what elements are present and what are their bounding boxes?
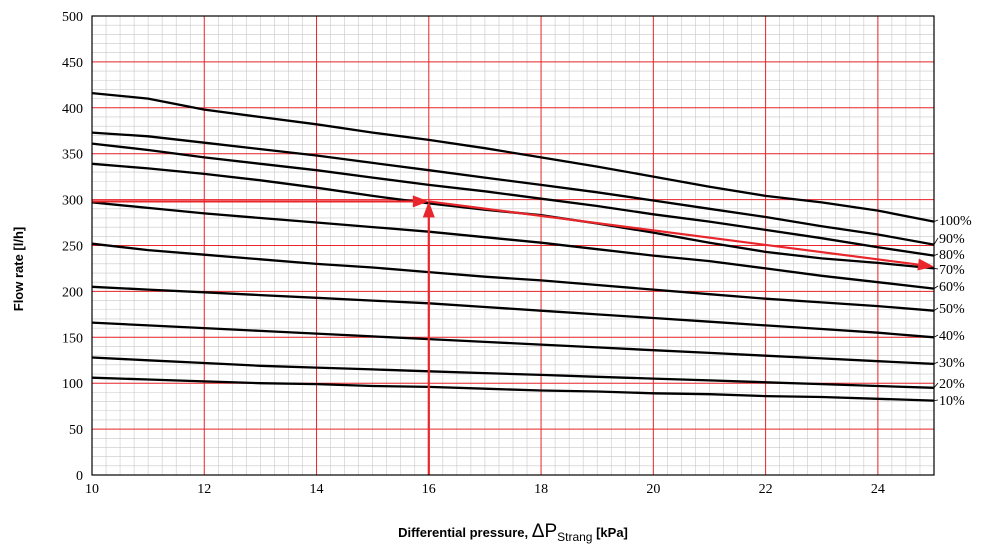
series-label: 70%: [939, 263, 965, 278]
y-tick-label: 500: [62, 10, 83, 25]
y-axis-title: Flow rate [l/h]: [11, 227, 26, 312]
x-tick-label: 18: [534, 482, 548, 497]
plot-frame: [91, 15, 935, 476]
y-tick-label: 350: [62, 148, 83, 163]
y-tick-label: 300: [62, 194, 83, 209]
x-axis-title-main: Differential pressure,: [398, 525, 532, 540]
x-tick-label: 16: [422, 482, 436, 497]
y-tick-label: 450: [62, 56, 83, 71]
series-label-leader: [933, 285, 939, 289]
y-tick-label: 250: [62, 240, 83, 255]
x-tick-label: 22: [759, 482, 773, 497]
series-line-80-pct: [91, 142, 935, 257]
y-tick-label: 0: [76, 469, 83, 484]
x-tick-label: 12: [197, 482, 211, 497]
y-tick-label: 100: [62, 377, 83, 392]
x-tick-label: 10: [85, 482, 99, 497]
y-tick-label: 50: [69, 423, 83, 438]
series-line-50-pct: [91, 242, 935, 312]
series-label: 20%: [939, 377, 965, 392]
y-tick-label: 150: [62, 331, 83, 346]
series-label-leader: [933, 237, 939, 245]
series-line-20-pct: [91, 356, 935, 389]
x-tick-label: 14: [310, 482, 324, 497]
series-label: 80%: [939, 248, 965, 263]
x-tick-label: 20: [646, 482, 660, 497]
series-label: 60%: [939, 280, 965, 295]
series-line-100-pct: [91, 91, 935, 223]
x-tick-labels: 10 12 14 16 18 20 22 24: [85, 482, 885, 497]
series-label-leader: [933, 268, 939, 270]
series-label: 30%: [939, 356, 965, 371]
series-label: 40%: [939, 329, 965, 344]
series-labels: 100% 90%80%70% 60% 50% 40% 30% 20% 10%: [933, 214, 972, 409]
guide-arrows: [92, 195, 934, 475]
guide-arrowhead: [917, 258, 934, 271]
x-axis-title: Differential pressure, ΔPStrang [kPa]: [398, 521, 628, 544]
series-label: 100%: [939, 214, 972, 229]
y-tick-label: 200: [62, 285, 83, 300]
y-tick-label: 400: [62, 102, 83, 117]
series-label-leader: [933, 361, 939, 365]
series-line-40-pct: [91, 285, 935, 339]
series-label-leader: [933, 382, 939, 389]
series-label: 90%: [939, 232, 965, 247]
guide-arrowhead: [412, 195, 429, 208]
x-axis-title-subscript: Strang: [557, 530, 592, 544]
series-label: 10%: [939, 394, 965, 409]
series-label-leader: [933, 399, 939, 402]
series-label: 50%: [939, 302, 965, 317]
series-label-leader: [933, 307, 939, 312]
series-label-leader: [933, 253, 939, 256]
guide-follow-line: [428, 200, 919, 266]
x-axis-title-symbol: ΔP: [532, 521, 557, 542]
x-axis-title-unit: [kPa]: [592, 525, 627, 540]
guide-arrowhead: [422, 201, 435, 218]
series-line-10-pct: [91, 376, 935, 402]
series-label-leader: [933, 219, 939, 223]
series-label-leader: [933, 334, 939, 338]
series-line-30-pct: [91, 321, 935, 366]
series-line-90-pct: [91, 131, 935, 246]
x-tick-label: 24: [871, 482, 885, 497]
y-tick-labels: 0 50 100 150 200 250 300 350 400 450 500: [62, 10, 83, 484]
series-line-60-pct: [91, 201, 935, 290]
